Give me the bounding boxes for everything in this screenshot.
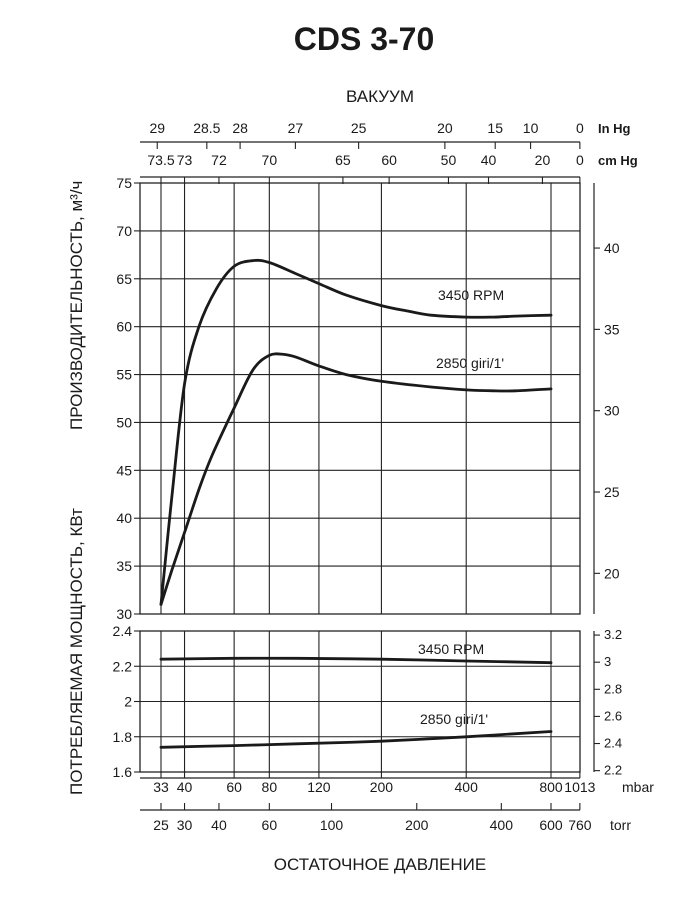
- bottom-torr-tick-label: 30: [177, 817, 193, 833]
- bottom-torr-tick-label: 40: [211, 817, 227, 833]
- capacity-ytick-label: 40: [116, 510, 132, 526]
- top-cmhg-tick-label: 20: [535, 152, 551, 168]
- capacity-right-tick-label: 20: [604, 565, 620, 581]
- bottom-torr-unit-label: torr: [610, 817, 631, 833]
- bottom-torr-tick-label: 400: [490, 817, 514, 833]
- bottom-torr-tick-label: 25: [153, 817, 169, 833]
- capacity-curve-2850-rpm: [159, 352, 553, 606]
- top-cmhg-tick-label: 73.5: [147, 152, 174, 168]
- left-axis-title-capacity: ПРОИЗВОДИТЕЛЬНОСТЬ, м³/ч: [67, 181, 86, 430]
- capacity-ytick-label: 60: [116, 319, 132, 335]
- top-inhg-tick-label: 0: [576, 120, 584, 136]
- capacity-series-label-3450: 3450 RPM: [438, 287, 504, 303]
- bottom-axis-title: ОСТАТОЧНОЕ ДАВЛЕНИЕ: [274, 855, 486, 874]
- capacity-ytick-label: 45: [116, 462, 132, 478]
- power-series-label-2850: 2850 giri/1': [420, 711, 488, 727]
- capacity-ytick-label: 70: [116, 223, 132, 239]
- capacity-ytick-label: 75: [116, 175, 132, 191]
- bottom-torr-tick-label: 200: [405, 817, 429, 833]
- top-inhg-tick-label: 20: [437, 120, 453, 136]
- bottom-mbar-tick-label: 800: [539, 779, 563, 795]
- power-ytick-label: 2: [124, 694, 132, 710]
- bottom-mbar-unit-label: mbar: [622, 779, 654, 795]
- capacity-ytick-label: 35: [116, 558, 132, 574]
- top-inhg-tick-label: 27: [288, 120, 304, 136]
- capacity-ytick-label: 65: [116, 271, 132, 287]
- power-right-tick-label: 2.2: [604, 763, 622, 778]
- bottom-mbar-tick-label: 120: [307, 779, 331, 795]
- bottom-torr-tick-label: 760: [568, 817, 592, 833]
- power-ytick-label: 2.2: [113, 658, 133, 674]
- top-inhg-tick-label: 25: [351, 120, 367, 136]
- power-ytick-label: 1.6: [113, 764, 133, 780]
- power-series-label-3450: 3450 RPM: [418, 641, 484, 657]
- top-cmhg-tick-label: 0: [576, 152, 584, 168]
- power-right-tick-label: 2.8: [604, 681, 622, 696]
- top-inhg-tick-label: 28: [232, 120, 248, 136]
- chart-title: CDS 3-70: [294, 21, 435, 57]
- capacity-curve-3450-rpm: [159, 258, 553, 606]
- capacity-right-tick-label: 35: [604, 321, 620, 337]
- top-cmhg-unit-label: cm Hg: [598, 153, 638, 168]
- power-curve-3450-rpm: [159, 656, 553, 665]
- top-cmhg-tick-label: 50: [441, 152, 457, 168]
- bottom-torr-tick-label: 100: [320, 817, 344, 833]
- top-cmhg-tick-label: 72: [211, 152, 227, 168]
- power-curve-2850-rpm: [159, 730, 553, 749]
- top-cmhg-tick-label: 70: [262, 152, 278, 168]
- bottom-mbar-tick-label: 80: [262, 779, 278, 795]
- power-right-tick-label: 2.4: [604, 736, 622, 751]
- capacity-panel-frame: [139, 182, 581, 615]
- top-inhg-tick-label: 15: [487, 120, 503, 136]
- power-right-tick-label: 2.6: [604, 708, 622, 723]
- top-inhg-tick-label: 29: [149, 120, 165, 136]
- capacity-right-tick-label: 30: [604, 403, 620, 419]
- power-ytick-label: 2.4: [113, 623, 133, 639]
- bottom-mbar-tick-label: 60: [226, 779, 242, 795]
- bottom-mbar-tick-label: 400: [455, 779, 479, 795]
- bottom-mbar-tick-label: 1013: [564, 779, 595, 795]
- left-axis-title-power: ПОТРЕБЛЯЕМАЯ МОЩНОСТЬ, КВт: [67, 508, 86, 795]
- top-cmhg-tick-label: 60: [381, 152, 397, 168]
- top-axis-title: ВАКУУМ: [346, 87, 414, 106]
- bottom-torr-tick-label: 600: [539, 817, 563, 833]
- bottom-mbar-tick-label: 40: [177, 779, 193, 795]
- top-inhg-unit-label: In Hg: [598, 121, 631, 136]
- top-inhg-tick-label: 28.5: [193, 120, 220, 136]
- capacity-ytick-label: 55: [116, 367, 132, 383]
- capacity-ytick-label: 30: [116, 606, 132, 622]
- top-cmhg-tick-label: 73: [177, 152, 193, 168]
- capacity-ytick-label: 50: [116, 414, 132, 430]
- power-right-tick-label: 3: [604, 654, 611, 669]
- capacity-series-label-2850: 2850 giri/1': [436, 355, 504, 371]
- top-cmhg-tick-label: 40: [481, 152, 497, 168]
- bottom-mbar-tick-label: 200: [370, 779, 394, 795]
- capacity-right-tick-label: 40: [604, 240, 620, 256]
- top-inhg-tick-label: 10: [523, 120, 539, 136]
- bottom-mbar-tick-label: 33: [153, 779, 169, 795]
- bottom-torr-tick-label: 60: [262, 817, 278, 833]
- capacity-right-tick-label: 25: [604, 484, 620, 500]
- top-cmhg-tick-label: 65: [335, 152, 351, 168]
- power-right-tick-label: 3.2: [604, 627, 622, 642]
- power-ytick-label: 1.8: [113, 729, 133, 745]
